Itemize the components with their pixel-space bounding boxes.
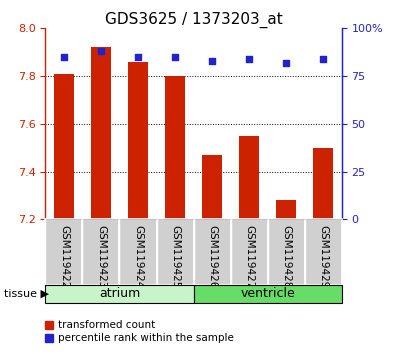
Point <box>320 56 326 62</box>
Bar <box>305 219 342 285</box>
Text: atrium: atrium <box>99 287 140 300</box>
Bar <box>194 285 342 303</box>
Point <box>61 54 67 60</box>
Bar <box>156 219 194 285</box>
Bar <box>128 62 148 219</box>
Text: GSM119429: GSM119429 <box>318 225 328 288</box>
Bar <box>231 219 268 285</box>
Bar <box>54 74 74 219</box>
Point <box>246 56 252 62</box>
Bar <box>45 285 194 303</box>
Bar <box>194 219 231 285</box>
Point <box>172 54 178 60</box>
Bar <box>120 219 156 285</box>
Bar <box>268 219 305 285</box>
Bar <box>91 47 111 219</box>
Bar <box>202 155 222 219</box>
Bar <box>45 219 83 285</box>
Legend: transformed count, percentile rank within the sample: transformed count, percentile rank withi… <box>45 320 234 343</box>
Bar <box>276 200 296 219</box>
Bar <box>165 76 185 219</box>
Point <box>98 48 104 54</box>
Text: GSM119428: GSM119428 <box>281 225 291 288</box>
Text: tissue ▶: tissue ▶ <box>4 289 49 299</box>
Point <box>135 54 141 60</box>
Bar <box>83 219 120 285</box>
Bar <box>239 136 259 219</box>
Text: GSM119424: GSM119424 <box>133 225 143 288</box>
Text: GSM119426: GSM119426 <box>207 225 217 288</box>
Point <box>209 58 215 64</box>
Bar <box>313 148 333 219</box>
Title: GDS3625 / 1373203_at: GDS3625 / 1373203_at <box>105 12 282 28</box>
Text: GSM119425: GSM119425 <box>170 225 180 288</box>
Text: GSM119423: GSM119423 <box>96 225 106 288</box>
Text: ventricle: ventricle <box>240 287 295 300</box>
Text: GSM119422: GSM119422 <box>59 225 69 288</box>
Point <box>283 60 289 65</box>
Text: GSM119427: GSM119427 <box>244 225 254 288</box>
